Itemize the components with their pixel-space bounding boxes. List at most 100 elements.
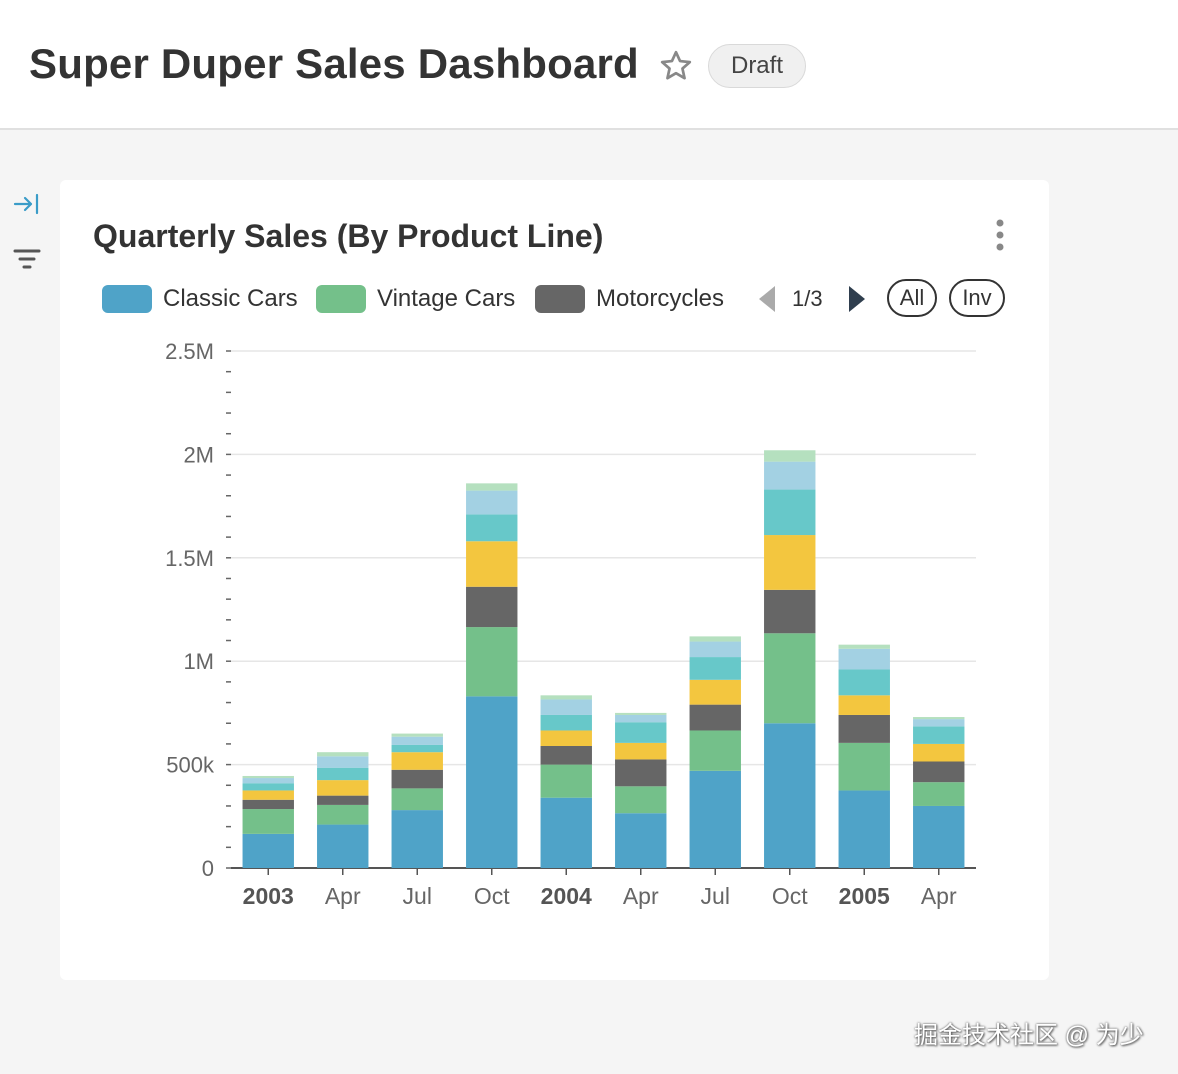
caret-right-icon[interactable] <box>846 284 868 314</box>
bar-segment <box>615 722 667 743</box>
bar-segment <box>242 790 294 800</box>
x-tick-label: Apr <box>325 883 361 909</box>
bar-segment <box>242 775 294 779</box>
bar-segment <box>838 790 890 868</box>
y-tick-label: 500k <box>166 753 215 778</box>
bar-segment <box>689 636 741 642</box>
bar-segment <box>764 633 816 724</box>
bar-segment <box>764 461 816 490</box>
bar-segment <box>615 813 667 868</box>
bar-segment <box>913 805 965 868</box>
bar-segment <box>317 767 369 781</box>
legend-label: Vintage Cars <box>377 285 516 312</box>
bar-segment <box>317 804 369 825</box>
star-icon[interactable] <box>658 48 694 84</box>
x-tick-label: Oct <box>474 883 510 909</box>
legend-swatch <box>535 285 585 313</box>
bar-segment <box>838 669 890 696</box>
bar-segment <box>764 450 816 462</box>
bar-segment <box>540 699 592 715</box>
y-tick-label: 0 <box>202 856 214 881</box>
legend-page-indicator: 1/3 <box>792 286 823 311</box>
bar-segment <box>764 589 816 634</box>
filter-icon[interactable] <box>12 245 42 275</box>
bar-segment <box>838 695 890 715</box>
bar-segment <box>540 714 592 731</box>
bar-segment <box>391 736 443 745</box>
bar-segment <box>391 810 443 868</box>
dashboard-header: Super Duper Sales Dashboard Draft <box>0 0 1178 130</box>
bar-segment <box>540 745 592 765</box>
more-vertical-icon[interactable] <box>988 218 1012 254</box>
bar-segment <box>913 719 965 727</box>
bar-segment <box>391 752 443 770</box>
bar-segment <box>242 778 294 784</box>
bar-segment <box>391 733 443 737</box>
legend-swatch <box>102 285 152 313</box>
legend-swatch <box>316 285 366 313</box>
x-tick-label: Apr <box>623 883 659 909</box>
expand-right-icon[interactable] <box>12 190 42 218</box>
bar-segment <box>466 586 518 628</box>
bar-segment <box>391 788 443 811</box>
bar-segment <box>466 490 518 515</box>
bar-segment <box>838 648 890 670</box>
bar-segment <box>242 809 294 834</box>
bar-segment <box>689 704 741 731</box>
bar-segment <box>615 742 667 760</box>
bar-segment <box>317 795 369 805</box>
legend-select-all-button[interactable]: All <box>887 279 937 317</box>
bar-segment <box>466 514 518 542</box>
bar-segment <box>913 782 965 806</box>
bar-segment <box>466 541 518 587</box>
draft-badge[interactable]: Draft <box>708 44 806 88</box>
chart-title: Quarterly Sales (By Product Line) <box>93 218 604 254</box>
bar-segment <box>838 644 890 649</box>
y-tick-label: 2M <box>183 442 214 467</box>
x-tick-label: 2003 <box>243 883 294 909</box>
bar-segment <box>689 657 741 680</box>
legend-invert-button[interactable]: Inv <box>949 279 1005 317</box>
bar-segment <box>764 489 816 536</box>
legend-label: Classic Cars <box>163 285 298 312</box>
x-tick-label: Apr <box>921 883 957 909</box>
bar-segment <box>540 695 592 700</box>
bar-segment <box>838 714 890 743</box>
watermark: 掘金技术社区 @ 为少 <box>914 1022 1144 1049</box>
bar-segment <box>689 641 741 658</box>
y-tick-label: 1M <box>183 649 214 674</box>
bar-segment <box>615 759 667 787</box>
bar-segment <box>838 742 890 791</box>
x-tick-label: Oct <box>772 883 808 909</box>
bar-segment <box>466 483 518 491</box>
x-tick-label: 2005 <box>839 883 890 909</box>
caret-left-icon[interactable] <box>756 284 778 314</box>
bar-segment <box>391 744 443 753</box>
bar-segment <box>466 696 518 868</box>
bar-segment <box>689 679 741 705</box>
bar-segment <box>540 797 592 868</box>
bar-segment <box>913 726 965 744</box>
bar-segment <box>317 756 369 768</box>
bar-segment <box>615 714 667 723</box>
y-tick-label: 2.5M <box>165 339 214 364</box>
bar-segment <box>913 743 965 762</box>
bar-segment <box>317 824 369 868</box>
x-tick-label: Jul <box>403 883 432 909</box>
bar-segment <box>913 761 965 783</box>
bar-segment <box>391 769 443 789</box>
bar-segment <box>317 780 369 796</box>
bar-segment <box>540 764 592 798</box>
bar-segment <box>615 712 667 715</box>
legend-label: Motorcycles <box>596 285 725 312</box>
x-tick-label: 2004 <box>541 883 592 909</box>
bar-segment <box>689 730 741 771</box>
y-tick-label: 1.5M <box>165 546 214 571</box>
bar-segment <box>466 627 518 697</box>
bar-segment <box>317 752 369 757</box>
x-tick-label: Jul <box>701 883 730 909</box>
bar-segment <box>689 770 741 868</box>
bar-segment <box>242 799 294 810</box>
bar-segment <box>242 783 294 791</box>
